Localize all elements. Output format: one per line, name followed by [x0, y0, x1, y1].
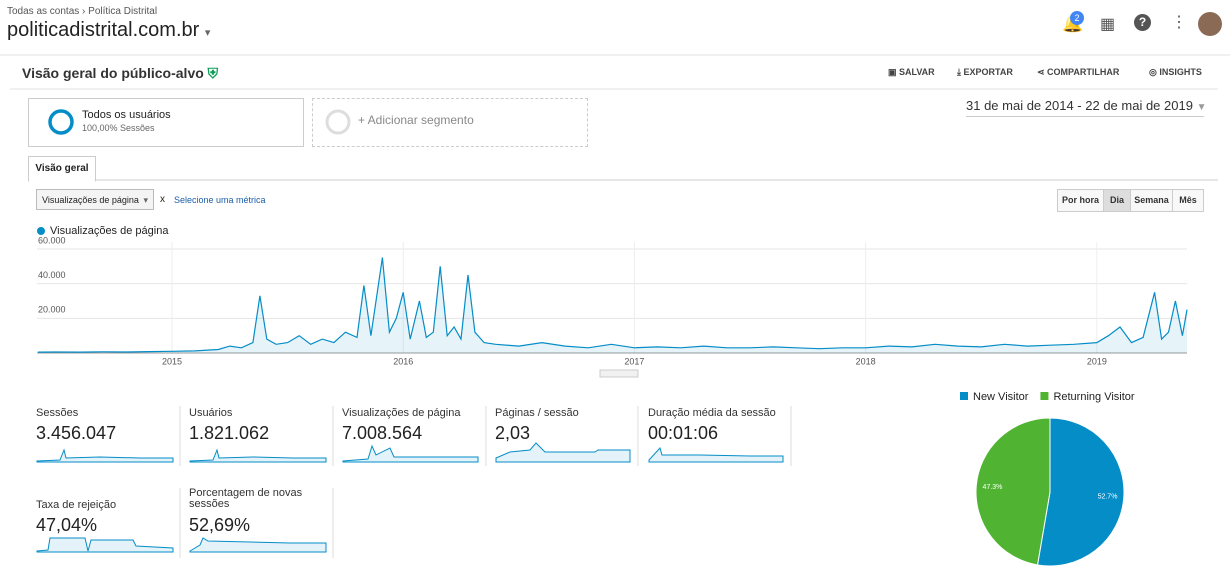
y-tick-label: 20.000 [38, 305, 66, 315]
remove-metric[interactable]: x [160, 194, 165, 205]
legend-swatch [1040, 392, 1049, 400]
metric-value: 7.008.564 [342, 423, 423, 443]
help-icon[interactable]: ? [1134, 14, 1151, 31]
metric-label: Taxa de rejeição [36, 499, 117, 511]
x-tick-label: 2017 [624, 356, 644, 366]
y-tick-label: 60.000 [38, 235, 66, 245]
breadcrumb-item[interactable]: Todas as contas [7, 6, 80, 17]
legend-label: Visualizações de página [50, 225, 169, 237]
share-button[interactable]: ⋖ COMPARTILHAR [1037, 67, 1120, 77]
area [37, 257, 1187, 353]
segment-icon [325, 109, 351, 135]
metric-label: Duração média da sessão [648, 407, 776, 419]
property-selector[interactable]: politicadistrital.com.br ▾ [7, 19, 211, 41]
menu-icon[interactable]: ⋮ [1171, 14, 1187, 31]
line [37, 257, 1188, 353]
metric-value: 1.821.062 [189, 423, 270, 443]
avatar[interactable] [1198, 12, 1222, 36]
segment-icon [48, 109, 74, 135]
slice-label: 52.7% [1098, 494, 1118, 501]
y-tick-label: 40.000 [38, 270, 66, 280]
metric-value: 3.456.047 [36, 423, 117, 443]
breadcrumb-item[interactable]: Política Distrital [88, 6, 158, 17]
property-name[interactable]: politicadistrital.com.br [7, 19, 200, 41]
metric-value: 00:01:06 [648, 423, 719, 443]
select-metric[interactable]: Selecione uma métrica [174, 195, 266, 205]
metric-label: Porcentagem de novas sessões [189, 487, 303, 510]
apps-icon[interactable]: ▦ [1100, 16, 1116, 33]
x-tick-label: 2016 [393, 356, 413, 366]
legend-dot [37, 227, 45, 235]
granularity-button[interactable]: Semana [1130, 189, 1173, 212]
metric-dividers [179, 406, 792, 558]
tab[interactable]: Visão geral [28, 156, 96, 182]
metric-value: 47,04% [36, 515, 98, 535]
legend-label: Returning Visitor [1053, 391, 1134, 403]
metric-label: Páginas / sessão [495, 407, 579, 419]
metric-value: 52,69% [189, 515, 251, 535]
segment-box[interactable] [28, 98, 304, 147]
metric-name: Visualizações de página [42, 195, 139, 205]
granularity-button[interactable]: Por hora [1057, 189, 1104, 212]
pie-slice [1036, 417, 1125, 567]
slice-label: 47.3% [983, 484, 1003, 491]
action-label: COMPARTILHAR [1047, 67, 1120, 77]
legend-label: New Visitor [973, 391, 1029, 403]
export-button[interactable]: ⤓ EXPORTAR [957, 67, 1013, 77]
granularity-button[interactable]: Mês [1172, 189, 1204, 212]
metric-label: Sessões [36, 407, 79, 419]
action-label: INSIGHTS [1159, 67, 1202, 77]
insights-button[interactable]: ◎ INSIGHTS [1149, 67, 1202, 77]
notification-badge: 2 [1070, 11, 1084, 25]
resize-handle[interactable] [599, 369, 639, 378]
report-title: Visão geral do público-alvo ⛨ [22, 65, 219, 81]
action-label: SALVAR [899, 67, 935, 77]
x-tick-label: 2019 [1087, 356, 1107, 366]
segment-detail: 100,00% Sessões [82, 123, 155, 133]
granularity-button[interactable]: Dia [1103, 189, 1131, 212]
metric-label: Usuários [189, 407, 233, 419]
date-text: 31 de mai de 2014 - 22 de mai de 2019 [966, 98, 1193, 113]
metric-dropdown[interactable]: Visualizações de página ▾ [36, 189, 154, 210]
sparklines [36, 442, 784, 553]
title-text: Visão geral do público-alvo [22, 65, 204, 81]
action-label: EXPORTAR [963, 67, 1013, 77]
save-button[interactable]: ▣ SALVAR [888, 67, 935, 77]
x-tick-label: 2018 [856, 356, 876, 366]
metric-label: Visualizações de página [342, 407, 461, 419]
metric-value: 2,03 [495, 423, 531, 443]
date-range[interactable]: 31 de mai de 2014 - 22 de mai de 2019 ▼ [966, 98, 1206, 117]
add-segment-box[interactable] [312, 98, 588, 147]
breadcrumb: Todas as contas › Política Distrital [7, 6, 158, 17]
pie-slice [975, 417, 1051, 566]
segment-name: Todos os usuários [82, 109, 171, 121]
x-tick-label: 2015 [162, 356, 182, 366]
add-segment[interactable]: + Adicionar segmento [358, 113, 474, 127]
legend-swatch [960, 392, 968, 400]
